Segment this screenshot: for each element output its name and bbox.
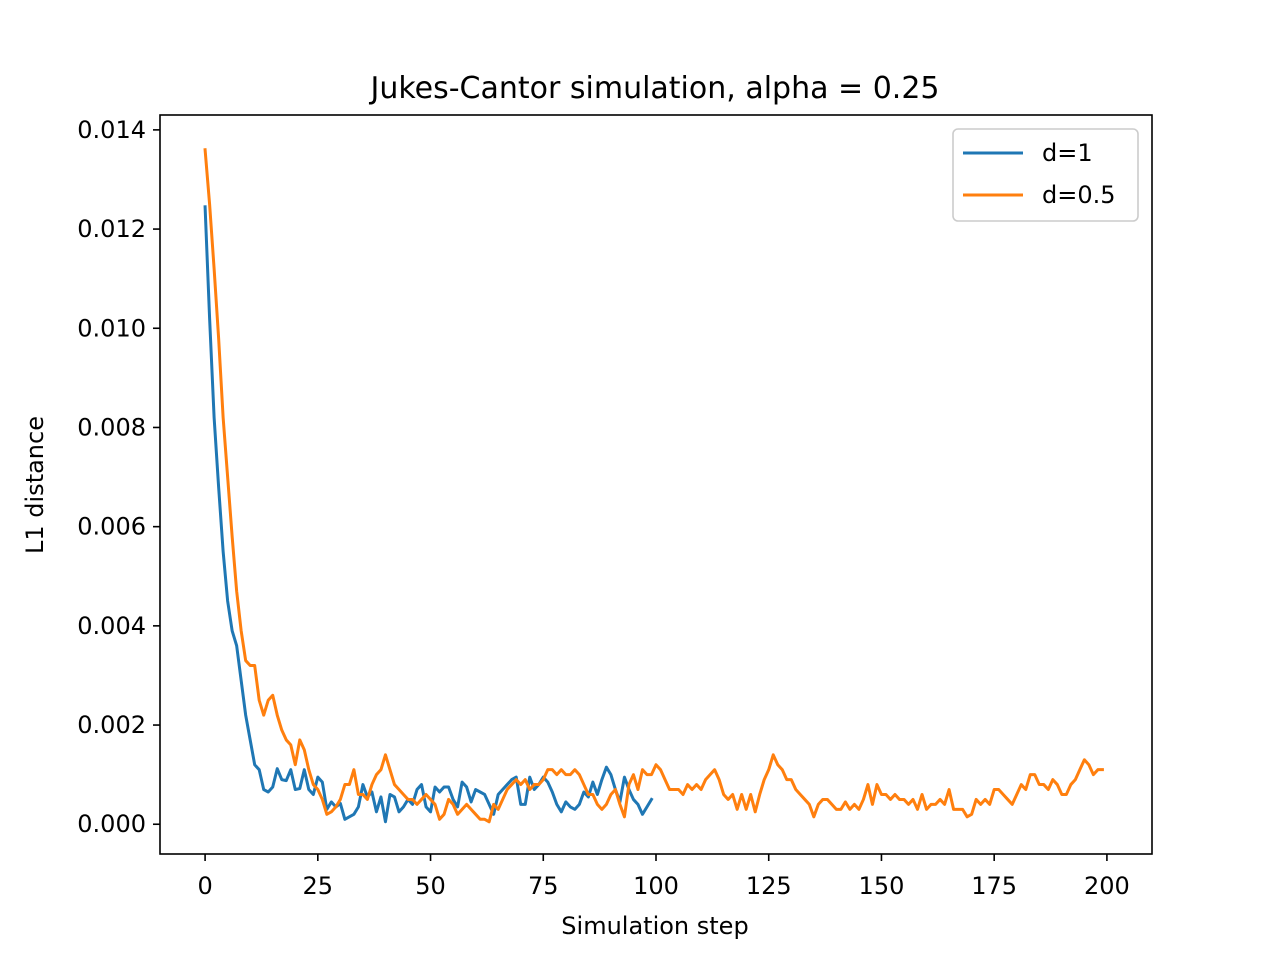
chart-title: Jukes-Cantor simulation, alpha = 0.25 [368,71,939,106]
x-tick-label: 25 [303,872,334,900]
y-tick-label: 0.012 [77,215,146,243]
x-tick-label: 0 [197,872,212,900]
series-line-1 [203,148,1104,824]
y-axis-label: L1 distance [21,416,49,554]
legend: d=1 d=0.5 [952,128,1139,222]
y-tick-label: 0.014 [77,116,146,144]
x-tick-label: 100 [633,872,679,900]
legend-label-1: d=0.5 [1042,181,1116,209]
y-tick-label: 0.002 [77,711,146,739]
y-tick-label: 0.008 [77,413,146,441]
legend-label-0: d=1 [1042,139,1093,167]
plot-area: 0 25 50 75 100 125 150 175 200 0.000 0.002 0.004 0.0… [77,114,1153,900]
y-tick-label: 0.010 [77,314,146,342]
y-tick-label: 0.006 [77,513,146,541]
series-line-0 [203,205,654,824]
y-tick-label: 0.000 [77,810,146,838]
x-tick-label: 75 [528,872,559,900]
x-tick-label: 150 [859,872,905,900]
x-tick-label: 175 [971,872,1017,900]
x-tick-label: 200 [1084,872,1130,900]
x-tick-label: 50 [415,872,446,900]
x-tick-label: 125 [746,872,792,900]
x-axis-label: Simulation step [561,912,748,940]
y-tick-label: 0.004 [77,612,146,640]
